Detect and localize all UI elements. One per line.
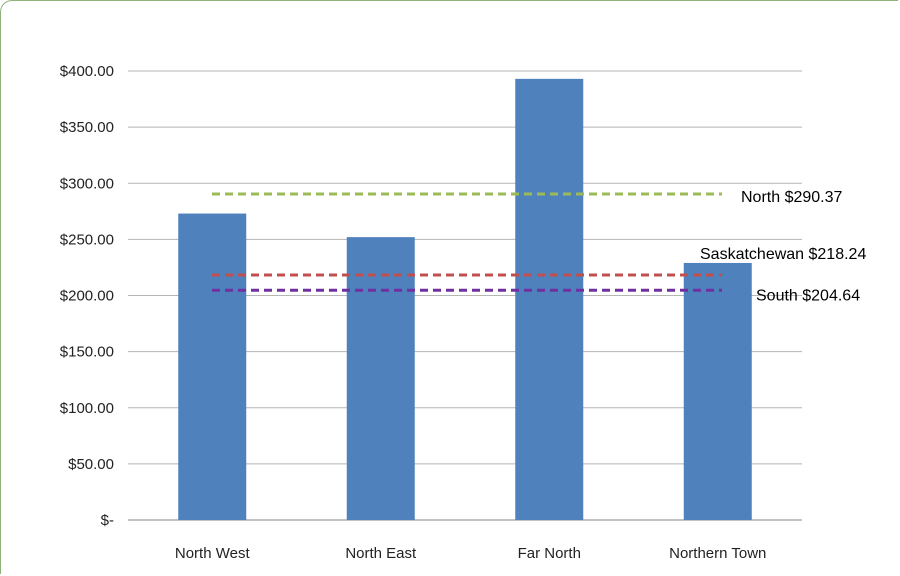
bar — [515, 78, 584, 521]
reference-line-label: South $204.64 — [756, 287, 860, 304]
y-tick-label: $250.00 — [60, 231, 114, 248]
y-tick-label: $- — [101, 512, 114, 529]
reference-lines: North $290.37 Saskatchewan $218.24 South $… — [212, 189, 866, 304]
reference-line-label: Saskatchewan $218.24 — [700, 246, 866, 263]
category-label: North East — [345, 545, 417, 562]
x-axis-categories: North West North East Far North Northern To… — [175, 545, 767, 562]
y-tick-label: $200.00 — [60, 288, 114, 305]
bar — [346, 237, 415, 520]
y-tick-label: $150.00 — [60, 344, 114, 361]
y-tick-label: $350.00 — [60, 119, 114, 136]
y-tick-label: $50.00 — [68, 456, 114, 473]
y-axis-ticks: $- $50.00 $100.00 $150.00 $200.00 $250.00 $300… — [60, 63, 114, 529]
category-label: Northern Town — [669, 545, 766, 562]
bars — [178, 78, 752, 521]
y-tick-label: $300.00 — [60, 175, 114, 192]
bar — [178, 213, 247, 520]
y-tick-label: $400.00 — [60, 63, 114, 80]
y-tick-label: $100.00 — [60, 400, 114, 417]
bar — [683, 262, 752, 520]
category-label: Far North — [518, 545, 581, 562]
category-label: North West — [175, 545, 251, 562]
reference-line-label: North $290.37 — [741, 189, 843, 206]
